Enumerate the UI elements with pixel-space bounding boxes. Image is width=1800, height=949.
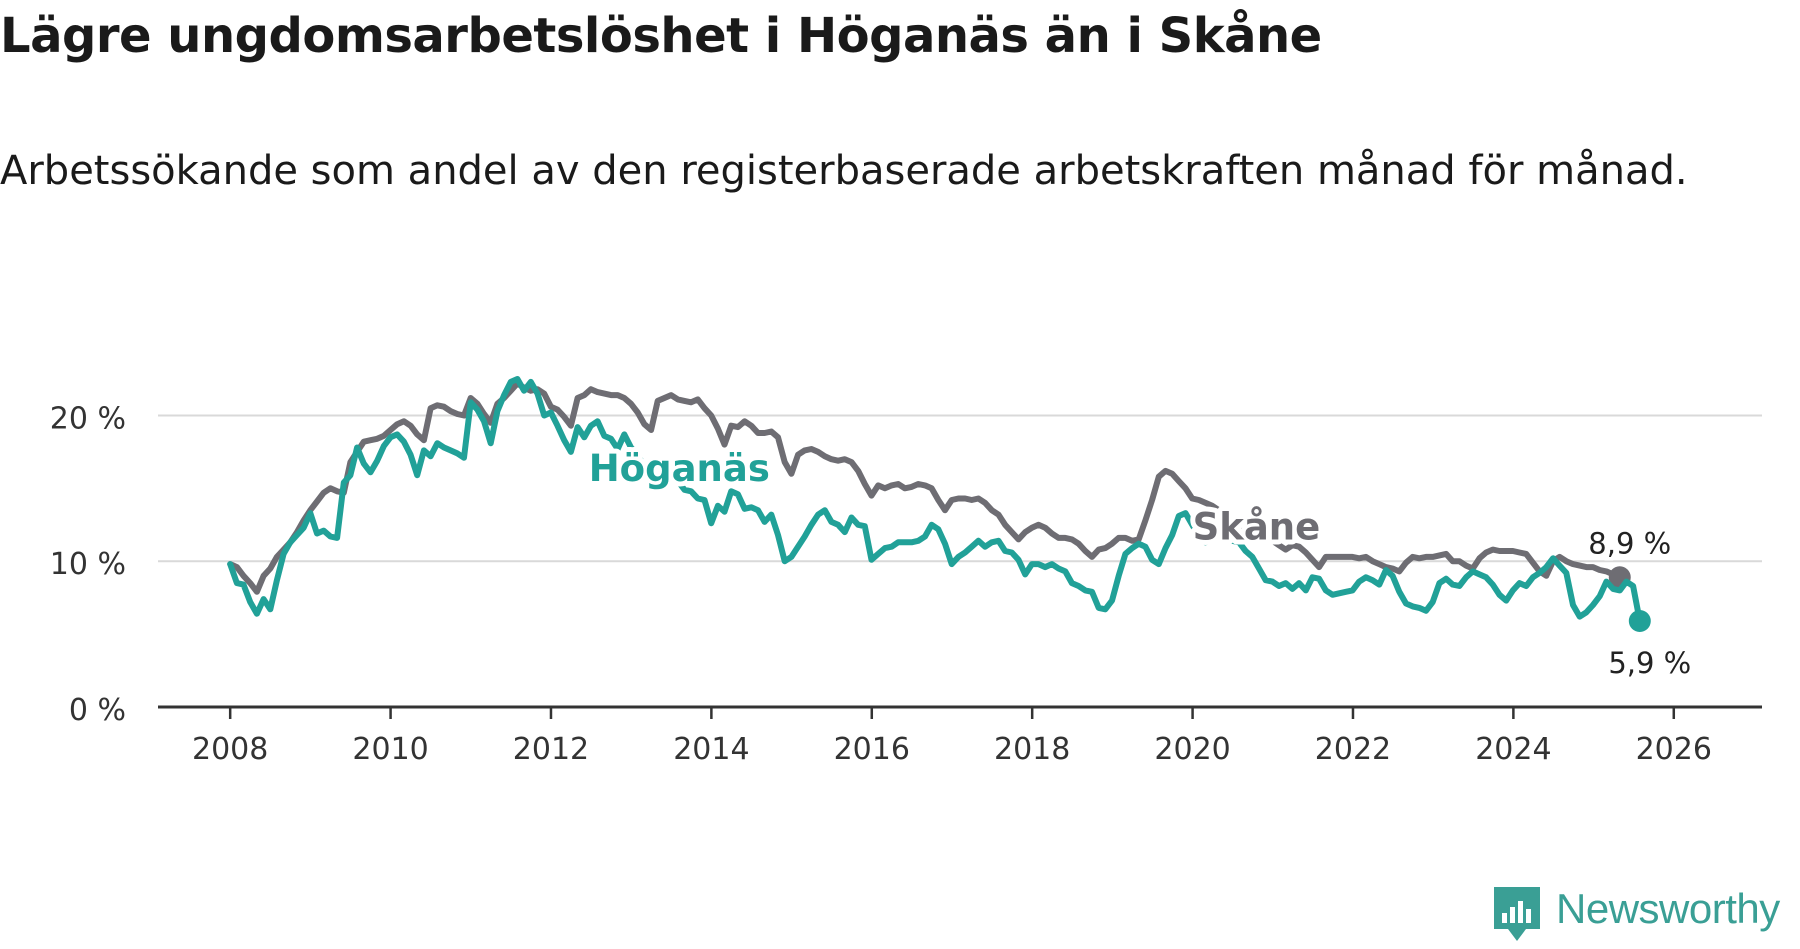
x-tick-label: 2026 (1636, 732, 1712, 767)
page-title: Lägre ungdomsarbetslöshet i Höganäs än i… (0, 8, 1322, 64)
y-tick-label: 20 % (50, 401, 126, 436)
x-tick-label: 2014 (673, 732, 749, 767)
end-point-h-gan-s (1628, 609, 1651, 632)
series-name-label-sk-ne: Skåne (1193, 505, 1321, 548)
newsworthy-logo-icon (1494, 887, 1540, 941)
y-tick-label: 0 % (69, 693, 126, 728)
x-tick-label: 2018 (994, 732, 1070, 767)
newsworthy-logo: Newsworthy (1490, 885, 1790, 945)
x-tick-label: 2008 (192, 732, 268, 767)
end-value-label-h-gan-s: 5,9 % (1608, 646, 1691, 680)
x-tick-label: 2010 (352, 732, 428, 767)
x-tick-label: 2016 (834, 732, 910, 767)
page-subtitle: Arbetssökande som andel av den registerb… (0, 148, 1688, 194)
y-tick-label: 10 % (50, 547, 126, 582)
end-value-label-sk-ne: 8,9 % (1588, 526, 1671, 560)
newsworthy-logo-text: Newsworthy (1556, 885, 1780, 932)
series-line-sk-ne (227, 380, 1623, 595)
x-tick-label: 2022 (1315, 732, 1391, 767)
x-tick-label: 2020 (1154, 732, 1230, 767)
x-tick-label: 2012 (513, 732, 589, 767)
series-name-label-h-gan-s: Höganäs (589, 447, 770, 490)
x-tick-label: 2024 (1475, 732, 1551, 767)
series-line-h-gan-s (227, 376, 1643, 624)
